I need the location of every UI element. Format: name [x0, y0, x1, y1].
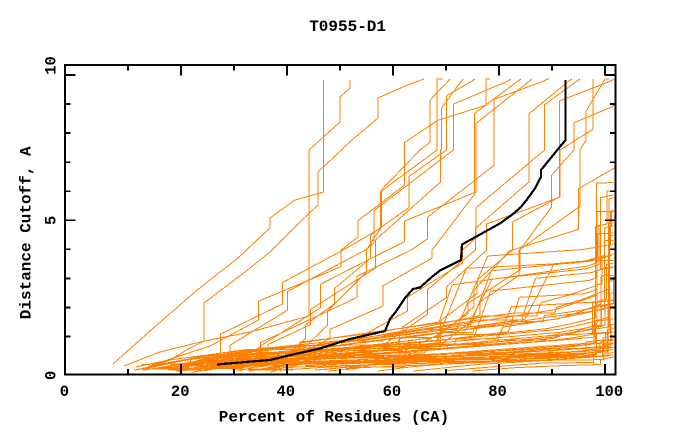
svg-text:5: 5	[43, 216, 61, 225]
svg-text:T0955-D1: T0955-D1	[309, 18, 386, 36]
svg-text:Distance Cutoff, A: Distance Cutoff, A	[18, 146, 36, 319]
svg-text:10: 10	[43, 56, 61, 75]
svg-text:0: 0	[60, 383, 69, 401]
svg-text:Percent of Residues (CA): Percent of Residues (CA)	[219, 409, 449, 427]
svg-text:0: 0	[43, 371, 61, 380]
svg-text:80: 80	[488, 383, 507, 401]
svg-text:20: 20	[171, 383, 190, 401]
svg-text:60: 60	[383, 383, 402, 401]
svg-text:40: 40	[276, 383, 295, 401]
svg-text:100: 100	[595, 383, 623, 401]
